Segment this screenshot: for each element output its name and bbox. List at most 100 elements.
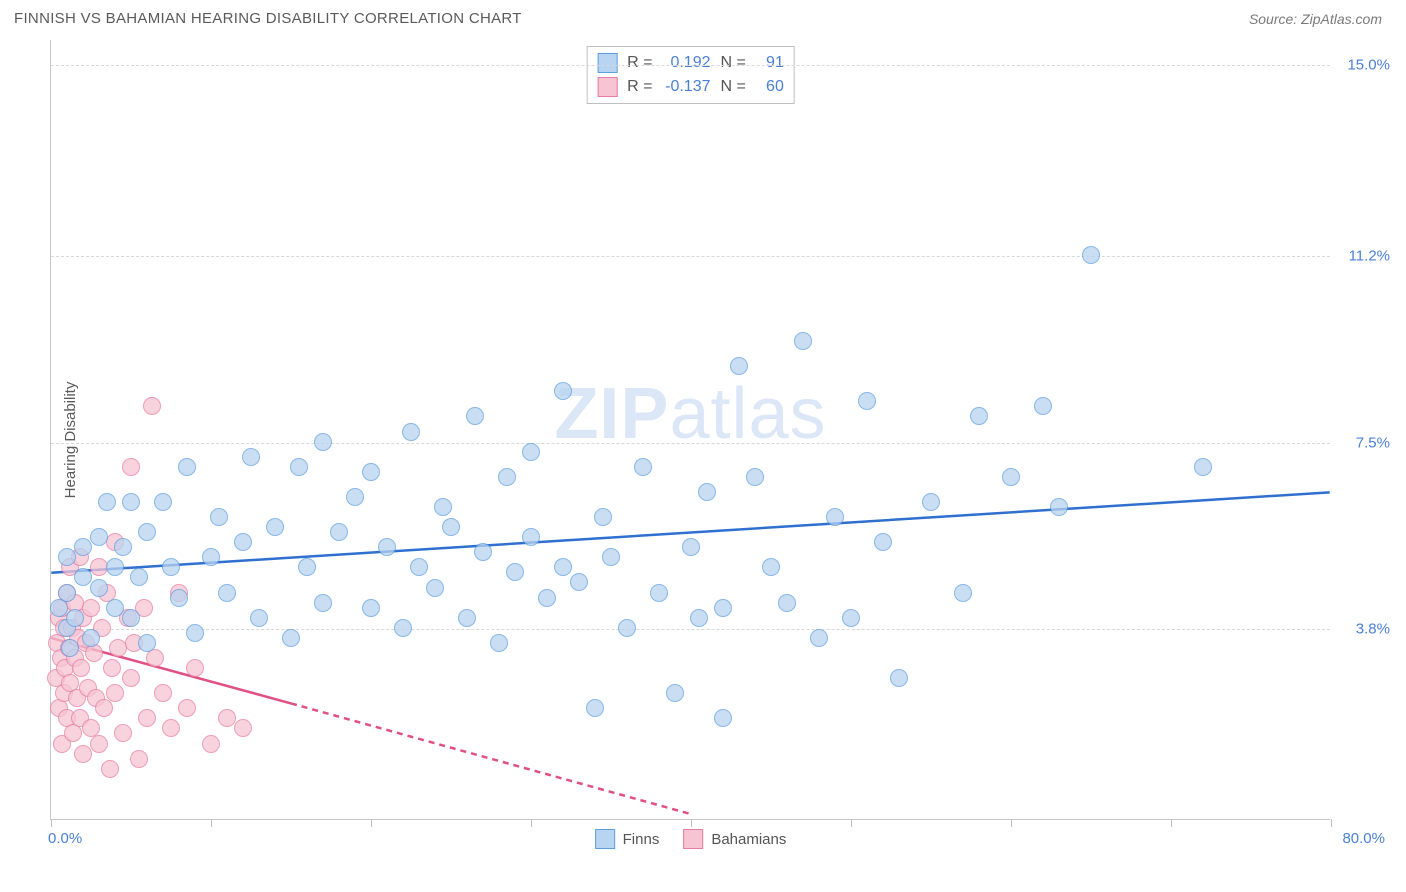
gridline — [51, 443, 1330, 444]
y-tick-label: 11.2% — [1335, 248, 1390, 265]
finns-point — [346, 488, 364, 506]
finns-point — [178, 458, 196, 476]
finns-point — [746, 468, 764, 486]
gridline — [51, 65, 1330, 66]
legend-item: Finns — [595, 829, 660, 849]
y-tick-label: 15.0% — [1335, 57, 1390, 74]
x-axis-max-label: 80.0% — [1342, 830, 1385, 847]
finns-point — [618, 619, 636, 637]
stats-swatch — [597, 77, 617, 97]
finns-point — [426, 579, 444, 597]
finns-point — [242, 448, 260, 466]
finns-point — [826, 508, 844, 526]
finns-point — [170, 589, 188, 607]
bahamians-point — [106, 684, 124, 702]
finns-point — [186, 624, 204, 642]
x-tick — [691, 819, 692, 827]
finns-point — [58, 584, 76, 602]
finns-point — [1194, 458, 1212, 476]
finns-point — [98, 493, 116, 511]
finns-point — [130, 568, 148, 586]
finns-point — [1002, 468, 1020, 486]
finns-point — [698, 483, 716, 501]
finns-point — [650, 584, 668, 602]
bahamians-point — [154, 684, 172, 702]
finns-point — [970, 407, 988, 425]
n-label: N = — [721, 54, 746, 72]
correlation-stats-box: R = 0.192 N = 91 R = -0.137 N = 60 — [586, 46, 795, 104]
y-tick-label: 3.8% — [1335, 620, 1390, 637]
finns-point — [314, 594, 332, 612]
finns-point — [594, 508, 612, 526]
finns-point — [122, 493, 140, 511]
finns-point — [82, 629, 100, 647]
legend-swatch — [683, 829, 703, 849]
legend-swatch — [595, 829, 615, 849]
finns-point — [554, 382, 572, 400]
gridline — [51, 629, 1330, 630]
finns-point — [58, 548, 76, 566]
x-tick — [531, 819, 532, 827]
bahamians-point — [82, 599, 100, 617]
chart-container: Hearing Disability ZIPatlas R = 0.192 N … — [50, 40, 1390, 840]
bahamians-point — [162, 719, 180, 737]
finns-point — [202, 548, 220, 566]
finns-point — [922, 493, 940, 511]
finns-point — [538, 589, 556, 607]
finns-point — [90, 579, 108, 597]
bahamians-point — [101, 760, 119, 778]
finns-point — [762, 558, 780, 576]
x-tick — [1331, 819, 1332, 827]
legend-item: Bahamians — [683, 829, 786, 849]
finns-point — [730, 357, 748, 375]
finns-point — [570, 573, 588, 591]
finns-point — [1082, 246, 1100, 264]
finns-point — [602, 548, 620, 566]
finns-point — [714, 709, 732, 727]
finns-point — [442, 518, 460, 536]
bahamians-point — [234, 719, 252, 737]
finns-point — [634, 458, 652, 476]
bahamians-point — [202, 735, 220, 753]
finns-point — [210, 508, 228, 526]
finns-point — [106, 558, 124, 576]
finns-point — [362, 599, 380, 617]
bahamians-point — [74, 745, 92, 763]
finns-point — [394, 619, 412, 637]
bahamians-point — [85, 644, 103, 662]
finns-point — [290, 458, 308, 476]
finns-point — [362, 463, 380, 481]
finns-point — [138, 523, 156, 541]
bahamians-point — [130, 750, 148, 768]
finns-point — [162, 558, 180, 576]
finns-point — [330, 523, 348, 541]
bahamians-point — [186, 659, 204, 677]
chart-title: FINNISH VS BAHAMIAN HEARING DISABILITY C… — [14, 10, 522, 27]
finns-point — [154, 493, 172, 511]
r-value: 0.192 — [663, 54, 711, 72]
finns-point — [266, 518, 284, 536]
bahamians-point — [218, 709, 236, 727]
r-label: R = — [627, 78, 652, 96]
x-tick — [851, 819, 852, 827]
bahamians-point — [178, 699, 196, 717]
finns-point — [114, 538, 132, 556]
bahamians-point — [122, 669, 140, 687]
stats-swatch — [597, 53, 617, 73]
bahamians-point — [90, 735, 108, 753]
finns-point — [282, 629, 300, 647]
finns-point — [778, 594, 796, 612]
finns-point — [466, 407, 484, 425]
finns-point — [554, 558, 572, 576]
x-tick — [51, 819, 52, 827]
finns-point — [890, 669, 908, 687]
bahamians-point — [72, 659, 90, 677]
trend-line — [291, 703, 690, 814]
finns-point — [90, 528, 108, 546]
finns-point — [314, 433, 332, 451]
y-tick-label: 7.5% — [1335, 434, 1390, 451]
n-value: 60 — [756, 78, 784, 96]
finns-point — [378, 538, 396, 556]
finns-point — [666, 684, 684, 702]
finns-point — [122, 609, 140, 627]
